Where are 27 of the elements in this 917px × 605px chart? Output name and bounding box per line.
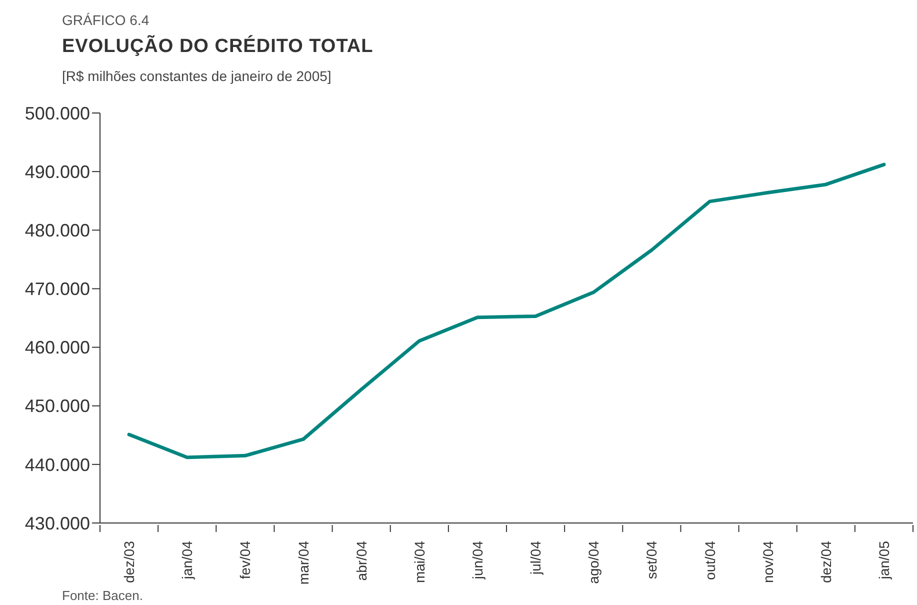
chart-subtitle: [R$ milhões constantes de janeiro de 2005] <box>62 68 332 84</box>
chart-title: EVOLUÇÃO DO CRÉDITO TOTAL <box>62 36 374 58</box>
y-tick-label: 470.000 <box>24 279 90 300</box>
source-note: Fonte: Bacen. <box>62 588 143 603</box>
x-tick-label: jun/04 <box>469 540 486 580</box>
y-tick-label: 460.000 <box>24 338 90 358</box>
x-tick-label: jul/04 <box>528 540 544 576</box>
line-series <box>127 162 886 460</box>
x-tick-label: jan/05 <box>876 540 892 580</box>
x-tick-label: out/04 <box>702 540 718 580</box>
y-tick-label: 450.000 <box>24 396 90 416</box>
x-tick-label: dez/03 <box>121 540 138 584</box>
y-tick-label: 430.000 <box>24 513 90 534</box>
x-tick-label: mai/04 <box>411 540 428 584</box>
x-tick-label: ago/04 <box>586 540 602 584</box>
x-tick-label: mar/04 <box>295 540 312 585</box>
x-tick-label: dez/04 <box>818 540 834 584</box>
x-tick-label: abr/04 <box>353 540 370 581</box>
text: GRÁFICO 6.4 <box>62 12 150 28</box>
x-tick-label: jan/04 <box>179 540 196 580</box>
x-tick-label: nov/04 <box>760 540 776 584</box>
y-tick-label: 500.000 <box>24 103 90 124</box>
y-tick-label: 480.000 <box>24 220 90 241</box>
x-tick-label: set/04 <box>644 540 660 580</box>
x-tick-label: fev/04 <box>237 540 254 580</box>
y-tick-label: 490.000 <box>24 162 90 182</box>
y-tick-label: 440.000 <box>24 454 90 475</box>
